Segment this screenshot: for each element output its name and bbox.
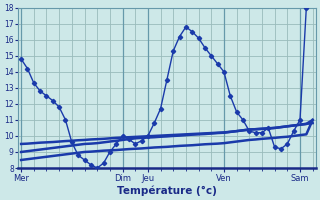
X-axis label: Température (°c): Température (°c) (117, 185, 217, 196)
